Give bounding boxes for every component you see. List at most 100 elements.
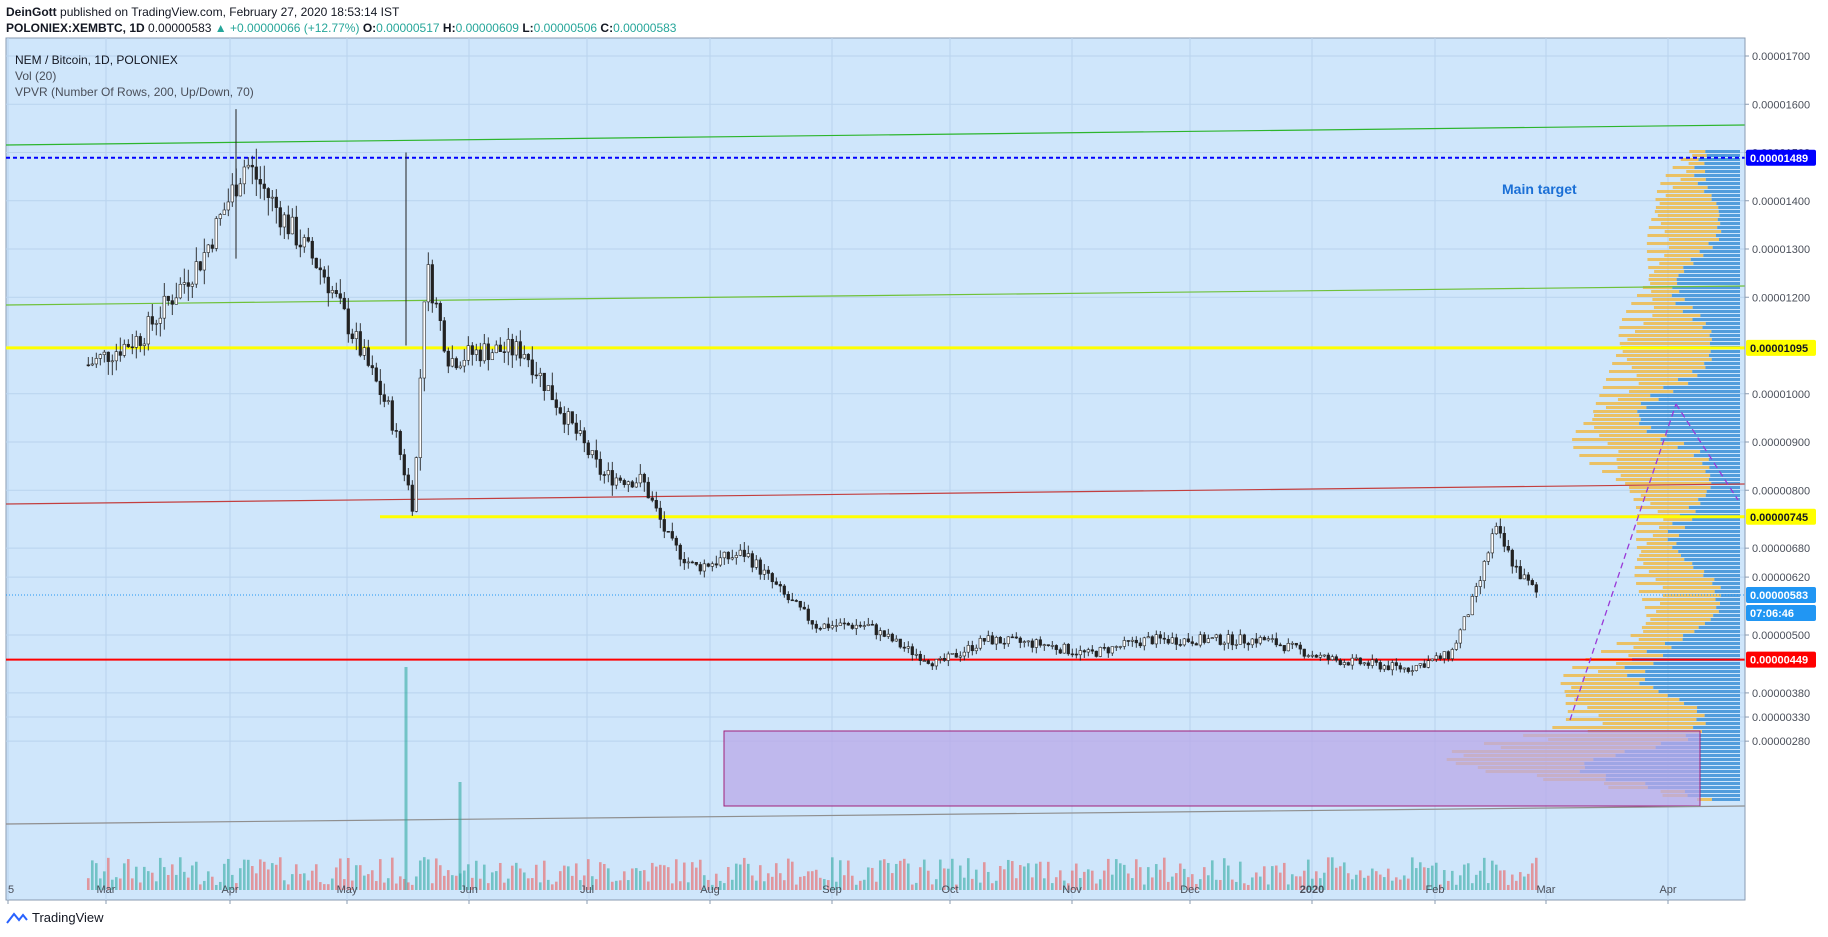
candle-body xyxy=(122,343,126,356)
volume-profile-row-down xyxy=(1595,402,1641,405)
volume-profile-row-down xyxy=(1575,430,1647,433)
candle-body xyxy=(1282,645,1286,652)
candle-body xyxy=(1238,634,1242,645)
candle-body xyxy=(458,365,462,369)
volume-bars xyxy=(86,667,1538,890)
candle-body xyxy=(586,442,590,456)
volume-bar xyxy=(1230,879,1234,890)
candle-body xyxy=(310,240,314,259)
volume-bar xyxy=(862,879,866,890)
candle-body xyxy=(550,385,554,401)
candle-body xyxy=(298,244,302,248)
volume-profile-row-up xyxy=(1645,670,1740,673)
volume-profile-row-down xyxy=(1636,522,1673,525)
volume-bar xyxy=(586,859,590,890)
volume-bar xyxy=(238,868,242,890)
volume-profile-row-up xyxy=(1692,306,1740,309)
volume-bar xyxy=(626,880,630,890)
candle-body xyxy=(626,481,630,485)
volume-profile-row-up xyxy=(1718,238,1740,241)
volume-bar xyxy=(934,879,938,890)
candle-body xyxy=(270,196,274,199)
candle-body xyxy=(970,645,974,652)
candle-body xyxy=(618,477,622,481)
volume-bar xyxy=(938,859,942,890)
candle-body xyxy=(1134,639,1138,644)
candle-body xyxy=(1294,642,1298,646)
volume-bar xyxy=(102,871,106,890)
volume-profile-row-down xyxy=(1655,578,1715,581)
volume-bar xyxy=(130,878,134,890)
volume-bar xyxy=(682,862,686,890)
legend-title[interactable]: NEM / Bitcoin, 1D, POLONIEX xyxy=(15,53,178,67)
legend-vpvr[interactable]: VPVR (Number Of Rows, 200, Up/Down, 70) xyxy=(15,85,254,99)
legend-volume[interactable]: Vol (20) xyxy=(15,69,57,83)
volume-bar xyxy=(1222,858,1226,890)
volume-profile-row-up xyxy=(1704,362,1740,365)
candle-body xyxy=(1030,640,1034,648)
volume-bar xyxy=(1438,884,1442,890)
volume-bar xyxy=(598,862,602,890)
price-tick-label: 0.00000500 xyxy=(1752,630,1810,642)
volume-profile-row-down xyxy=(1594,426,1652,429)
volume-profile-row-up xyxy=(1705,366,1740,369)
volume-bar xyxy=(286,884,290,890)
candle-body xyxy=(1306,655,1310,657)
volume-bar xyxy=(1166,881,1170,890)
volume-bar xyxy=(222,863,226,890)
volume-bar xyxy=(894,863,898,890)
tradingview-footer[interactable]: TradingView xyxy=(6,910,104,925)
volume-profile-row-up xyxy=(1653,686,1740,689)
volume-profile-row-down xyxy=(1565,694,1668,697)
volume-bar xyxy=(514,862,518,890)
volume-profile-row-down xyxy=(1616,458,1709,461)
volume-bar xyxy=(490,872,494,890)
volume-profile-row-down xyxy=(1680,158,1699,161)
volume-profile-row-up xyxy=(1672,546,1740,549)
trend-lines xyxy=(5,124,1746,825)
volume-bar xyxy=(1402,875,1406,890)
volume-bar xyxy=(738,864,742,890)
volume-bar xyxy=(1486,883,1490,890)
volume-bar xyxy=(1286,884,1290,890)
candle-body xyxy=(806,608,810,621)
candle-body xyxy=(1486,552,1490,562)
price-tick-label: 0.00001200 xyxy=(1752,292,1810,304)
volume-profile-row-up xyxy=(1697,182,1740,185)
candle-body xyxy=(314,257,318,269)
volume-bar xyxy=(554,881,558,890)
volume-profile-row-down xyxy=(1619,326,1703,329)
candle-body xyxy=(422,301,426,379)
volume-profile-row-down xyxy=(1602,722,1706,725)
candle-body xyxy=(854,624,858,629)
time-axis[interactable]: 5 Mar Apr May Jun Jul Aug Sep Oct Nov Dec 2020 Feb Ma… xyxy=(7,884,1677,904)
volume-bar xyxy=(610,881,614,890)
volume-bar xyxy=(1114,859,1118,890)
candle-body xyxy=(690,561,694,564)
volume-bar xyxy=(382,882,386,890)
price-axis[interactable]: 0.000017000.000016000.000015000.00001400… xyxy=(1744,38,1810,900)
candle-body xyxy=(1142,637,1146,647)
candle-body xyxy=(1046,644,1050,646)
candle-body xyxy=(1186,638,1190,643)
volume-profile-row-up xyxy=(1646,650,1740,653)
time-tick-label: 5 xyxy=(8,884,14,896)
volume-bar xyxy=(1414,868,1418,890)
volume-profile-row-down xyxy=(1636,374,1698,377)
candle-body xyxy=(974,647,978,652)
candle-body xyxy=(1190,641,1194,644)
candle-body xyxy=(898,638,902,648)
volume-bar xyxy=(690,862,694,890)
candle-body xyxy=(654,499,658,509)
volume-profile-row-up xyxy=(1692,318,1740,321)
candle-body xyxy=(1078,650,1082,656)
volume-profile-row-up xyxy=(1682,310,1740,313)
volume-profile-row-down xyxy=(1652,298,1685,301)
author-name[interactable]: DeinGott xyxy=(6,5,57,19)
volume-bar xyxy=(1158,869,1162,890)
volume-bar xyxy=(338,858,342,890)
volume-bar xyxy=(834,881,838,890)
volume-bar xyxy=(1354,874,1358,890)
volume-profile-row-up xyxy=(1684,298,1740,301)
